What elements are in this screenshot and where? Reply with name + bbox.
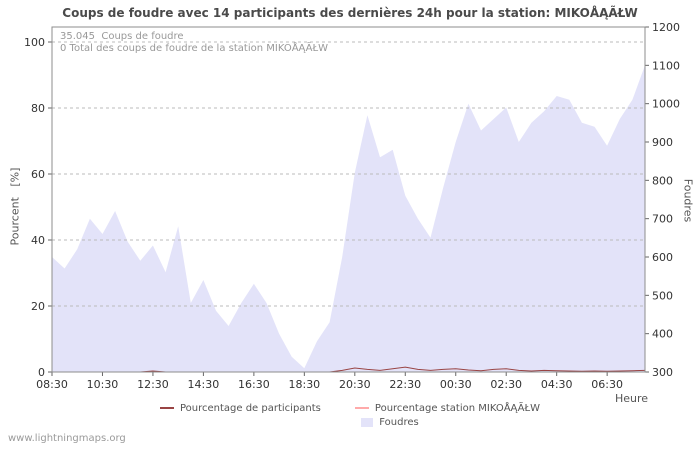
svg-text:08:30: 08:30	[36, 378, 68, 391]
svg-text:06:30: 06:30	[591, 378, 623, 391]
left-axis-label: Pourcent [%]	[8, 167, 22, 246]
station-line-swatch	[354, 407, 369, 409]
svg-text:40: 40	[31, 234, 45, 247]
svg-text:12:30: 12:30	[137, 378, 169, 391]
svg-text:16:30: 16:30	[238, 378, 270, 391]
svg-text:900: 900	[652, 136, 673, 149]
legend-label-foudres: Foudres	[379, 416, 419, 428]
svg-text:22:30: 22:30	[389, 378, 421, 391]
legend-item-participants: Pourcentage de participants	[159, 402, 321, 414]
svg-text:400: 400	[652, 328, 673, 341]
station-strikes-annotation: 0 Total des coups de foudre de la statio…	[60, 43, 329, 54]
svg-text:0: 0	[38, 366, 45, 379]
legend-item-foudres: Foudres	[361, 416, 419, 428]
svg-text:20: 20	[31, 300, 45, 313]
chart-legend: Pourcentage de participants Pourcentage …	[0, 401, 700, 429]
legend-label-participants: Pourcentage de participants	[179, 402, 321, 414]
legend-row-lines: Pourcentage de participants Pourcentage …	[0, 401, 700, 415]
participants-line-swatch	[159, 407, 174, 409]
svg-text:18:30: 18:30	[288, 378, 320, 391]
legend-row-area: Foudres	[40, 415, 700, 429]
svg-text:600: 600	[652, 251, 673, 264]
legend-item-station: Pourcentage station MIKOÅĄÃŁW	[354, 402, 541, 414]
svg-text:04:30: 04:30	[541, 378, 573, 391]
svg-text:500: 500	[652, 289, 673, 302]
foudres-area-swatch	[361, 417, 374, 427]
watermark-link[interactable]: www.lightningmaps.org	[8, 433, 126, 444]
svg-text:100: 100	[24, 36, 45, 49]
svg-text:20:30: 20:30	[339, 378, 371, 391]
x-axis-label: Heure	[614, 392, 648, 405]
svg-text:14:30: 14:30	[188, 378, 220, 391]
svg-text:1100: 1100	[652, 59, 680, 72]
right-axis-label: Foudres	[681, 178, 695, 223]
legend-label-station: Pourcentage station MIKOÅĄÃŁW	[374, 402, 541, 414]
svg-text:00:30: 00:30	[440, 378, 472, 391]
svg-text:700: 700	[652, 213, 673, 226]
svg-text:1000: 1000	[652, 98, 680, 111]
svg-text:02:30: 02:30	[490, 378, 522, 391]
svg-text:300: 300	[652, 366, 673, 379]
svg-text:80: 80	[31, 102, 45, 115]
svg-text:800: 800	[652, 174, 673, 187]
total-strikes-annotation: 35.045 Coups de foudre	[60, 31, 184, 42]
svg-text:1200: 1200	[652, 21, 680, 34]
svg-text:60: 60	[31, 168, 45, 181]
chart-title: Coups de foudre avec 14 participants des…	[62, 6, 638, 20]
svg-text:10:30: 10:30	[87, 378, 119, 391]
